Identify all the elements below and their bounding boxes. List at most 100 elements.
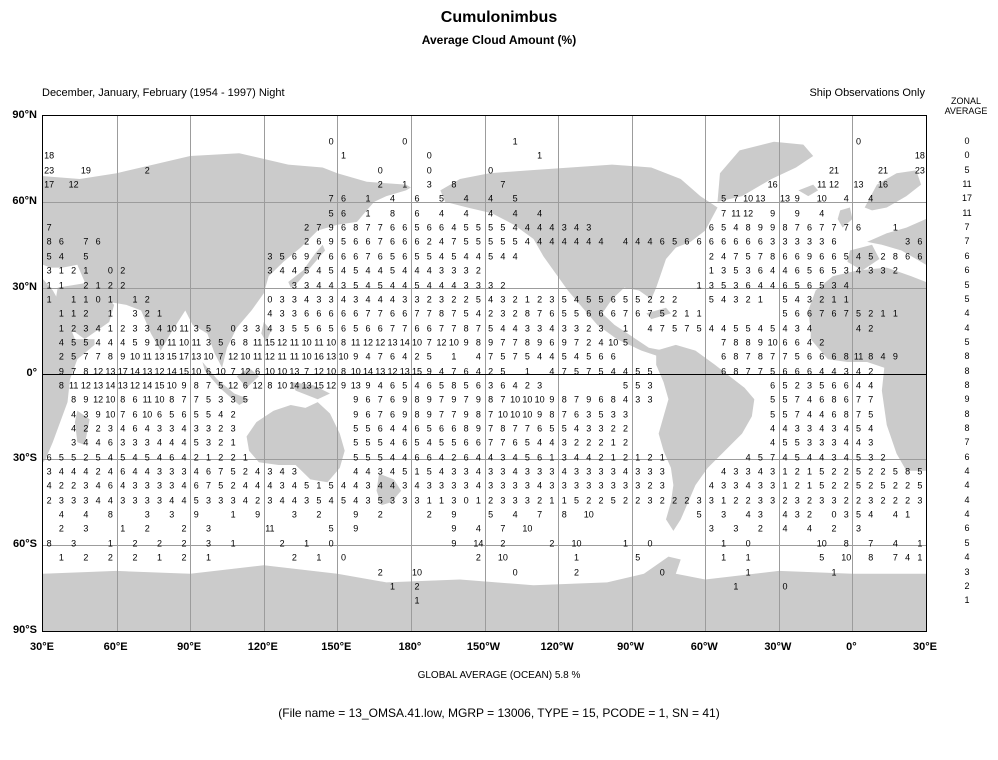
- cloud-amount-value: 5: [856, 423, 862, 434]
- cloud-amount-value: 3: [586, 466, 592, 477]
- cloud-amount-value: 5: [304, 480, 310, 491]
- cloud-amount-value: 6: [451, 423, 457, 434]
- cloud-amount-value: 1: [83, 294, 89, 305]
- cloud-amount-value: 7: [377, 222, 383, 233]
- cloud-amount-value: 4: [340, 480, 346, 491]
- cloud-amount-value: 4: [757, 280, 763, 290]
- cloud-amount-value: 2: [95, 466, 101, 477]
- cloud-amount-value: 1: [390, 581, 396, 592]
- cloud-amount-value: 4: [512, 380, 518, 391]
- cloud-amount-value: 3: [206, 437, 212, 448]
- cloud-amount-value: 5: [782, 308, 788, 319]
- cloud-amount-value: 5: [512, 193, 518, 204]
- cloud-amount-value: 1: [206, 552, 212, 563]
- cloud-amount-value: 5: [586, 351, 592, 362]
- cloud-amount-value: 10: [841, 552, 852, 563]
- cloud-amount-value: 4: [806, 394, 812, 405]
- cloud-amount-value: 15: [166, 351, 177, 362]
- longitude-tick-label: 30°W: [764, 641, 792, 653]
- cloud-amount-value: 1: [696, 280, 702, 290]
- cloud-amount-value: 4: [95, 437, 101, 448]
- cloud-amount-value: 2: [880, 251, 886, 262]
- zonal-average-value: 5: [964, 164, 970, 175]
- cloud-amount-value: 3: [586, 480, 592, 491]
- cloud-amount-value: 6: [475, 437, 481, 448]
- cloud-amount-value: 7: [500, 179, 506, 190]
- cloud-amount-value: 2: [598, 437, 604, 448]
- cloud-amount-value: 2: [806, 509, 812, 520]
- cloud-amount-value: 9: [794, 208, 800, 219]
- cloud-amount-value: 2: [83, 552, 89, 563]
- cloud-amount-value: 5: [353, 265, 359, 276]
- cloud-amount-value: 1: [831, 294, 837, 305]
- cloud-amount-value: 4: [573, 423, 579, 434]
- cloud-amount-value: 5: [782, 294, 788, 305]
- cloud-amount-value: 5: [451, 437, 457, 448]
- cloud-amount-value: 5: [206, 323, 212, 334]
- new-guinea-island: [290, 382, 330, 400]
- cloud-amount-value: 4: [770, 423, 776, 434]
- cloud-amount-value: 4: [340, 294, 346, 305]
- cloud-amount-value: 6: [340, 323, 346, 334]
- cloud-amount-value: 4: [573, 294, 579, 305]
- zonal-average-value: 5: [964, 336, 970, 347]
- zonal-average-value: 7: [964, 222, 970, 233]
- cloud-amount-value: 7: [390, 323, 396, 334]
- zonal-header-line1: ZONAL: [950, 96, 981, 106]
- cloud-amount-value: 4: [598, 337, 604, 348]
- cloud-amount-value: 2: [144, 523, 150, 534]
- longitude-tick-label: 30°E: [913, 641, 937, 653]
- cloud-amount-value: 7: [586, 366, 592, 377]
- cloud-amount-value: 7: [856, 409, 862, 420]
- cloud-amount-value: 6: [414, 452, 420, 463]
- cloud-amount-value: 6: [181, 409, 187, 420]
- cloud-amount-value: 3: [512, 480, 518, 491]
- cloud-amount-value: 4: [537, 208, 543, 219]
- cloud-amount-value: 4: [365, 466, 371, 477]
- cloud-amount-value: 6: [917, 251, 923, 262]
- cloud-amount-value: 3: [377, 466, 383, 477]
- cloud-amount-value: 6: [917, 236, 923, 247]
- cloud-amount-value: 5: [806, 265, 812, 276]
- cloud-amount-value: 2: [414, 351, 420, 362]
- cloud-amount-value: 1: [316, 552, 322, 563]
- cloud-amount-value: 7: [377, 394, 383, 405]
- cloud-amount-value: 9: [304, 251, 310, 262]
- cloud-amount-value: 2: [672, 308, 678, 319]
- cloud-amount-value: 5: [782, 409, 788, 420]
- cloud-amount-value: 2: [291, 552, 297, 563]
- cloud-amount-value: 1: [524, 366, 530, 377]
- cloud-amount-value: 2: [843, 480, 849, 491]
- cloud-amount-value: 2: [708, 251, 714, 262]
- cloud-amount-value: 1: [120, 523, 126, 534]
- cloud-amount-value: 3: [500, 308, 506, 319]
- cloud-amount-value: 3: [610, 480, 616, 491]
- cloud-amount-value: 1: [757, 294, 763, 305]
- cloud-amount-value: 1: [316, 480, 322, 491]
- cloud-amount-value: 5: [463, 222, 469, 233]
- cloud-amount-value: 23: [44, 165, 55, 176]
- cloud-amount-value: 1: [58, 265, 64, 276]
- cloud-amount-value: 8: [745, 337, 751, 348]
- cloud-amount-value: 5: [402, 380, 408, 391]
- cloud-amount-value: 3: [623, 409, 629, 420]
- cloud-amount-value: 4: [156, 323, 163, 334]
- cloud-amount-value: 5: [414, 437, 420, 448]
- cloud-amount-value: 3: [770, 236, 776, 247]
- cloud-amount-value: 12: [129, 380, 140, 391]
- cloud-amount-value: 8: [475, 409, 481, 420]
- cloud-amount-value: 6: [843, 380, 849, 391]
- cloud-amount-value: 3: [463, 480, 469, 491]
- cloud-amount-value: 12: [93, 366, 104, 377]
- cloud-amount-value: 10: [448, 337, 459, 348]
- cloud-amount-value: 1: [58, 323, 64, 334]
- cloud-amount-value: 3: [132, 480, 138, 491]
- cloud-amount-value: 0: [426, 150, 432, 161]
- cloud-amount-value: 4: [58, 337, 64, 348]
- cloud-amount-value: 6: [549, 337, 555, 348]
- cloud-amount-value: 1: [426, 495, 432, 506]
- cloud-amount-value: 5: [635, 380, 641, 391]
- cloud-amount-value: 0: [230, 323, 236, 334]
- madagascar-island: [74, 410, 90, 446]
- cloud-amount-value: 3: [721, 509, 727, 520]
